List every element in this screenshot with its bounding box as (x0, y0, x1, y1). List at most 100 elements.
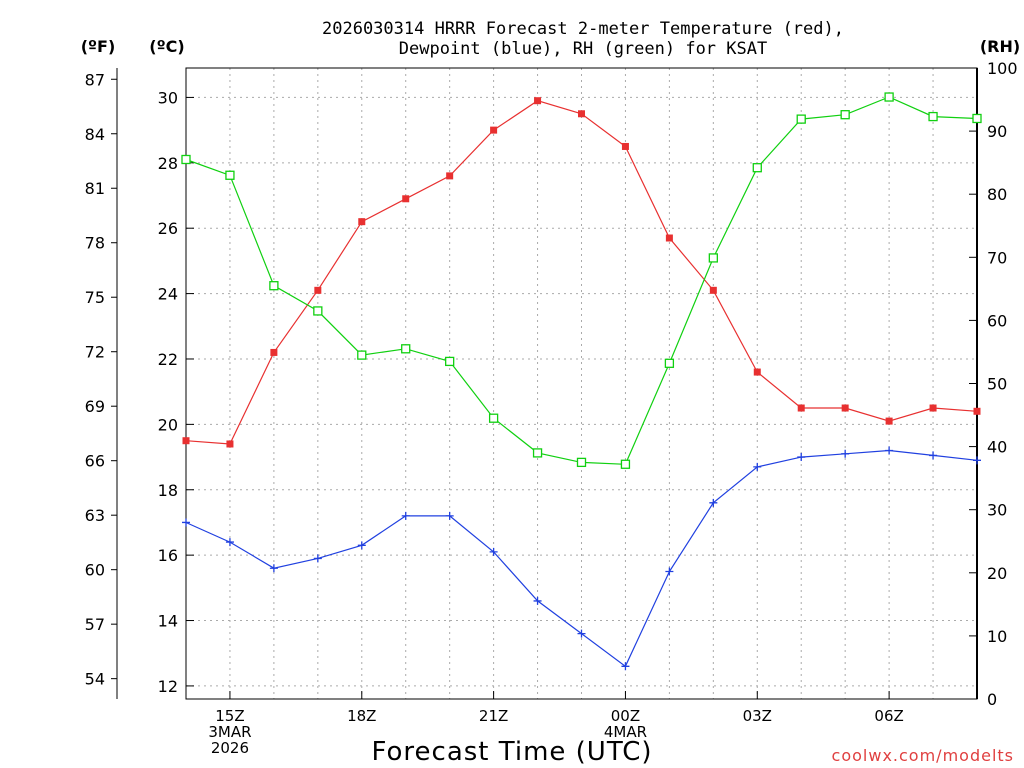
rh-point (664, 358, 675, 368)
rh-point (928, 111, 938, 122)
fahrenheit-tick-label: 69 (85, 397, 105, 416)
rh-point (532, 448, 543, 458)
rh-tick-label: 60 (987, 311, 1007, 330)
dewpoint-point (797, 453, 806, 462)
rh-point (225, 170, 235, 180)
temperature-point (490, 126, 498, 134)
celsius-tick-label: 24 (158, 285, 178, 304)
temperature-point (665, 234, 673, 242)
dewpoint-point (709, 498, 718, 507)
x-tick-label: 06Z (874, 707, 903, 725)
x-tick-label: 3MAR (208, 723, 251, 741)
x-axis-label: Forecast Time (UTC) (371, 737, 652, 767)
dewpoint-point (445, 511, 454, 520)
celsius-tick-label: 30 (158, 88, 178, 107)
x-tick-label: 21Z (479, 707, 508, 725)
fahrenheit-tick-label: 66 (85, 452, 105, 471)
rh-tick-label: 80 (987, 185, 1007, 204)
dewpoint-point (401, 511, 410, 520)
fahrenheit-tick-label: 78 (85, 234, 105, 253)
rh-tick-label: 70 (987, 248, 1007, 267)
rh-point (840, 110, 850, 120)
rh-point (269, 281, 279, 291)
temperature-point (621, 142, 629, 150)
rh-tick-label: 40 (987, 438, 1007, 457)
temperature-point (973, 407, 981, 415)
temperature-point (534, 97, 542, 105)
temperature-point (578, 110, 585, 118)
celsius-tick-label: 16 (158, 546, 178, 565)
rh-point (401, 344, 411, 354)
series (181, 92, 982, 671)
dewpoint-point (225, 538, 234, 547)
rh-tick-label: 0 (987, 690, 997, 709)
dewpoint-point (753, 462, 762, 471)
temperature-point (270, 348, 278, 356)
rh-point (752, 163, 762, 173)
dewpoint-point (357, 541, 366, 550)
temperature-point (182, 437, 190, 445)
x-tick-label: 03Z (743, 707, 772, 725)
dewpoint-point (489, 547, 498, 556)
temperature-point (402, 195, 410, 203)
celsius-tick-label: 26 (158, 219, 178, 238)
dewpoint-point (885, 446, 894, 455)
temperature-point (358, 218, 366, 226)
rh-tick-label: 100 (987, 59, 1018, 78)
dewpoint-point (621, 662, 630, 671)
dewpoint-point (533, 596, 542, 605)
fahrenheit-tick-label: 87 (85, 70, 105, 89)
rh-tick-label: 50 (987, 375, 1007, 394)
rh-tick-label: 20 (987, 564, 1007, 583)
rh-point (181, 154, 191, 165)
rh-point (576, 457, 587, 468)
x-tick-label: 15Z (215, 707, 244, 725)
x-tick-label: 4MAR (604, 723, 647, 741)
temperature-point (841, 404, 849, 412)
celsius-tick-label: 22 (158, 350, 178, 369)
celsius-unit-label: (ºC) (149, 37, 184, 56)
rh-point (488, 413, 499, 423)
rh-point (972, 113, 982, 124)
rh-unit-label: (RH) (980, 37, 1020, 56)
credit-text: coolwx.com/modelts (832, 746, 1014, 765)
celsius-tick-label: 14 (158, 612, 178, 631)
dewpoint-point (313, 554, 322, 563)
temperature-point (226, 440, 234, 448)
rh-point (708, 253, 718, 263)
dewpoint-point (269, 564, 278, 573)
temperature-point (797, 404, 805, 412)
dewpoint-point (577, 629, 586, 638)
fahrenheit-unit-label: (ºF) (81, 37, 116, 56)
celsius-tick-label: 20 (158, 415, 178, 434)
rh-tick-label: 90 (987, 122, 1007, 141)
temperature-point (446, 172, 454, 180)
fahrenheit-tick-label: 63 (85, 506, 105, 525)
temperature-point (709, 286, 717, 294)
dewpoint-point (182, 518, 190, 527)
fahrenheit-tick-label: 72 (85, 343, 105, 362)
fahrenheit-tick-label: 81 (85, 179, 105, 198)
rh-tick-label: 10 (987, 627, 1007, 646)
rh-tick-label: 30 (987, 501, 1007, 520)
celsius-tick-label: 12 (158, 677, 178, 696)
temperature-point (753, 368, 761, 376)
temperature-point (885, 417, 893, 425)
x-tick-label: 2026 (211, 739, 249, 757)
dewpoint-point (841, 449, 850, 458)
fahrenheit-tick-label: 57 (85, 615, 105, 634)
chart-title-line-2: Dewpoint (blue), RH (green) for KSAT (399, 39, 767, 59)
temperature-point (929, 404, 937, 412)
x-tick-label: 18Z (347, 707, 376, 725)
fahrenheit-tick-label: 60 (85, 561, 105, 580)
rh-point (884, 92, 894, 102)
chart-title-line-1: 2026030314 HRRR Forecast 2-meter Tempera… (322, 19, 844, 39)
dewpoint-point (665, 567, 674, 576)
celsius-tick-label: 28 (158, 154, 178, 173)
fahrenheit-tick-label: 84 (85, 125, 105, 144)
fahrenheit-tick-label: 75 (85, 288, 105, 307)
axes: 12 14 16 18 20 22 24 26 28 30 54 57 60 63 66 69 72 75 78 81… (85, 59, 1018, 757)
celsius-tick-label: 18 (158, 481, 178, 500)
dewpoint-point (973, 456, 981, 465)
